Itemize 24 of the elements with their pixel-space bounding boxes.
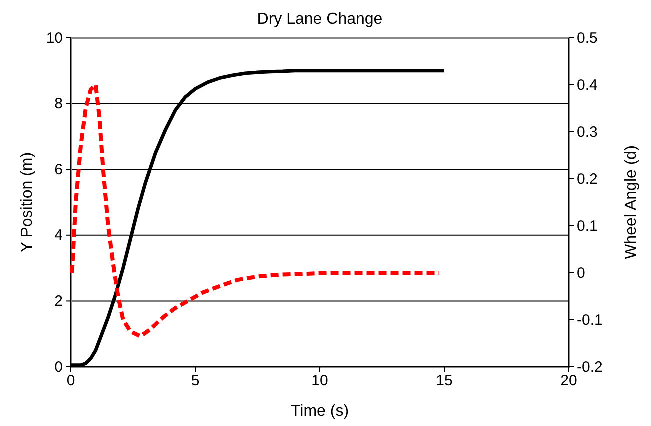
line-series — [70, 83, 442, 338]
y2-axis-title: Wheel Angle (d) — [623, 146, 640, 260]
y-tick-label: 0 — [54, 358, 63, 376]
y-axis-title: Y Position (m) — [19, 152, 36, 253]
y2-tick-label: -0.2 — [577, 358, 603, 376]
x-tick-label: 20 — [560, 372, 578, 390]
y2-tick-label: 0.1 — [577, 218, 598, 235]
chart-title: Dry Lane Change — [257, 11, 383, 28]
x-tick-label: 10 — [312, 372, 328, 390]
y2-tick-label: 0.3 — [577, 124, 598, 141]
x-tick-label: 0 — [66, 372, 76, 390]
x-tick-label: 5 — [191, 372, 200, 390]
y-tick-label: 10 — [46, 30, 63, 47]
y-tick-label: 4 — [54, 227, 63, 244]
y2-tick-label: -0.1 — [577, 312, 603, 329]
y2-tick-label: 0.4 — [577, 76, 598, 94]
x-tick-label: 15 — [436, 372, 453, 390]
y-tick-label: 8 — [54, 96, 63, 113]
y-tick-label: 6 — [54, 161, 63, 178]
y2-tick-label: 0.5 — [577, 30, 598, 47]
y-tick-label: 2 — [54, 293, 63, 310]
y2-tick-label: 0.2 — [577, 170, 598, 188]
x-axis-title: Time (s) — [290, 403, 350, 420]
y2-tick-label: 0 — [577, 264, 586, 282]
